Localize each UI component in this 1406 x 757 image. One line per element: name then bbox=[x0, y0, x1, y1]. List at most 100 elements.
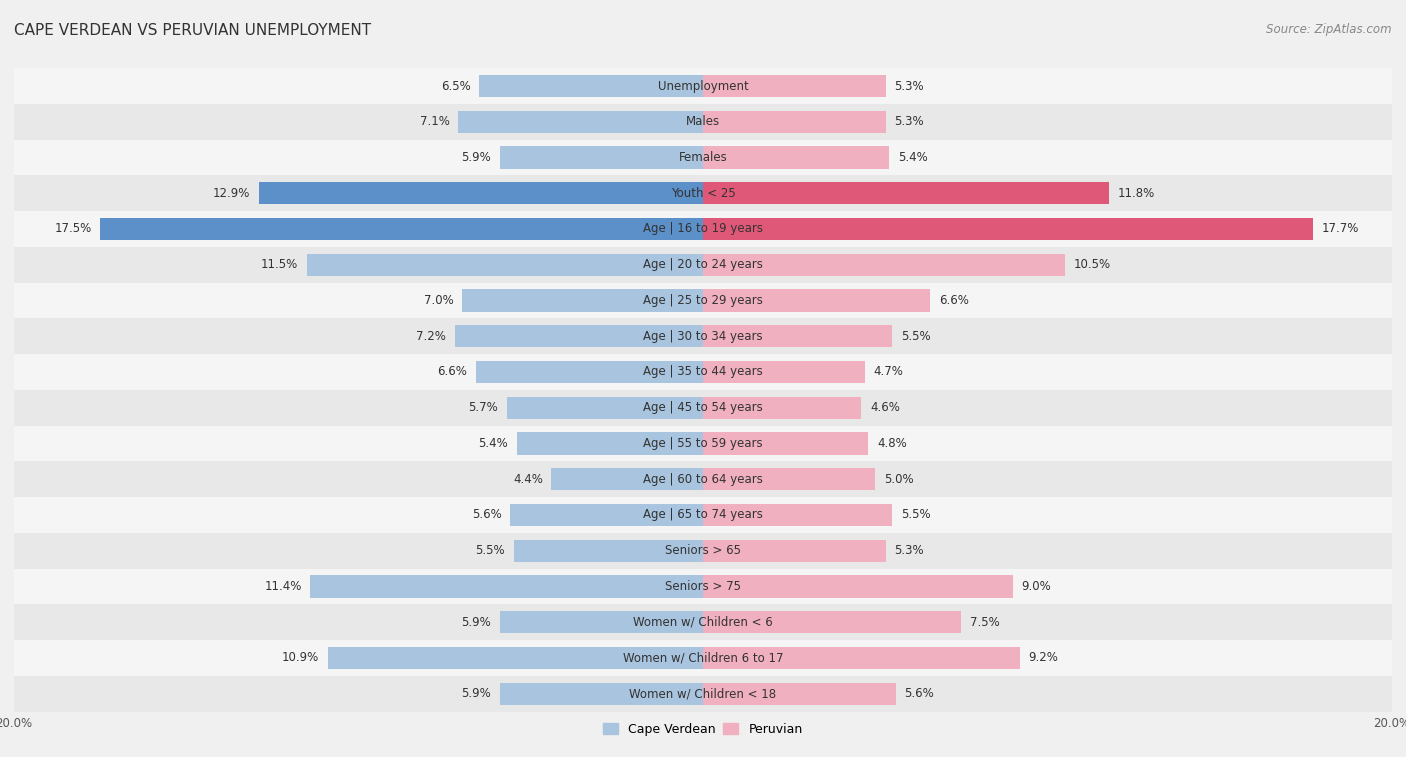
Text: 5.6%: 5.6% bbox=[472, 509, 502, 522]
Bar bbox=[475, 361, 703, 383]
Text: CAPE VERDEAN VS PERUVIAN UNEMPLOYMENT: CAPE VERDEAN VS PERUVIAN UNEMPLOYMENT bbox=[14, 23, 371, 38]
Text: Unemployment: Unemployment bbox=[658, 79, 748, 92]
Text: 5.4%: 5.4% bbox=[478, 437, 509, 450]
Bar bbox=[703, 289, 931, 312]
Bar bbox=[510, 504, 703, 526]
Bar bbox=[703, 468, 875, 491]
Bar bbox=[14, 176, 1392, 211]
Text: 6.5%: 6.5% bbox=[440, 79, 471, 92]
Text: 6.6%: 6.6% bbox=[939, 294, 969, 307]
Bar bbox=[14, 604, 1392, 640]
Bar bbox=[14, 354, 1392, 390]
Bar bbox=[703, 218, 1313, 240]
Text: 4.7%: 4.7% bbox=[873, 366, 904, 378]
Text: Women w/ Children 6 to 17: Women w/ Children 6 to 17 bbox=[623, 652, 783, 665]
Bar bbox=[703, 647, 1019, 669]
Text: 11.4%: 11.4% bbox=[264, 580, 302, 593]
Text: 11.8%: 11.8% bbox=[1118, 187, 1156, 200]
Bar bbox=[14, 139, 1392, 176]
Text: 7.5%: 7.5% bbox=[970, 615, 1000, 629]
Text: 5.6%: 5.6% bbox=[904, 687, 934, 700]
Text: 7.2%: 7.2% bbox=[416, 330, 446, 343]
Bar bbox=[14, 461, 1392, 497]
Text: Age | 25 to 29 years: Age | 25 to 29 years bbox=[643, 294, 763, 307]
Text: Women w/ Children < 6: Women w/ Children < 6 bbox=[633, 615, 773, 629]
Text: 5.3%: 5.3% bbox=[894, 544, 924, 557]
Text: Seniors > 65: Seniors > 65 bbox=[665, 544, 741, 557]
Bar bbox=[458, 111, 703, 132]
Text: Age | 30 to 34 years: Age | 30 to 34 years bbox=[643, 330, 763, 343]
Text: Age | 60 to 64 years: Age | 60 to 64 years bbox=[643, 472, 763, 486]
Bar bbox=[499, 611, 703, 634]
Bar bbox=[14, 68, 1392, 104]
Bar bbox=[14, 390, 1392, 425]
Text: 11.5%: 11.5% bbox=[262, 258, 298, 271]
Bar bbox=[14, 211, 1392, 247]
Bar bbox=[14, 425, 1392, 461]
Bar bbox=[703, 575, 1012, 597]
Bar bbox=[703, 432, 869, 454]
Bar bbox=[703, 75, 886, 97]
Bar bbox=[517, 432, 703, 454]
Text: Age | 45 to 54 years: Age | 45 to 54 years bbox=[643, 401, 763, 414]
Bar bbox=[703, 111, 886, 132]
Text: Age | 55 to 59 years: Age | 55 to 59 years bbox=[643, 437, 763, 450]
Text: 5.5%: 5.5% bbox=[475, 544, 505, 557]
Text: 5.9%: 5.9% bbox=[461, 687, 491, 700]
Text: Males: Males bbox=[686, 115, 720, 128]
Bar bbox=[14, 676, 1392, 712]
Bar bbox=[703, 182, 1109, 204]
Text: 17.5%: 17.5% bbox=[55, 223, 91, 235]
Bar bbox=[506, 397, 703, 419]
Text: Source: ZipAtlas.com: Source: ZipAtlas.com bbox=[1267, 23, 1392, 36]
Bar bbox=[703, 683, 896, 705]
Bar bbox=[703, 326, 893, 347]
Bar bbox=[456, 326, 703, 347]
Text: 5.9%: 5.9% bbox=[461, 615, 491, 629]
Text: Women w/ Children < 18: Women w/ Children < 18 bbox=[630, 687, 776, 700]
Text: 9.0%: 9.0% bbox=[1022, 580, 1052, 593]
Bar bbox=[328, 647, 703, 669]
Text: 4.8%: 4.8% bbox=[877, 437, 907, 450]
Text: 5.5%: 5.5% bbox=[901, 330, 931, 343]
Bar bbox=[259, 182, 703, 204]
Bar bbox=[14, 497, 1392, 533]
Bar bbox=[14, 104, 1392, 139]
Bar bbox=[499, 146, 703, 169]
Bar bbox=[14, 640, 1392, 676]
Bar bbox=[513, 540, 703, 562]
Bar bbox=[14, 533, 1392, 569]
Text: 5.4%: 5.4% bbox=[897, 151, 928, 164]
Bar bbox=[100, 218, 703, 240]
Text: 5.3%: 5.3% bbox=[894, 79, 924, 92]
Bar bbox=[703, 254, 1064, 276]
Bar bbox=[461, 289, 703, 312]
Text: 10.9%: 10.9% bbox=[281, 652, 319, 665]
Text: 4.6%: 4.6% bbox=[870, 401, 900, 414]
Text: 5.3%: 5.3% bbox=[894, 115, 924, 128]
Bar bbox=[703, 611, 962, 634]
Text: Youth < 25: Youth < 25 bbox=[671, 187, 735, 200]
Bar bbox=[703, 146, 889, 169]
Text: Seniors > 75: Seniors > 75 bbox=[665, 580, 741, 593]
Text: Age | 35 to 44 years: Age | 35 to 44 years bbox=[643, 366, 763, 378]
Bar bbox=[14, 282, 1392, 319]
Bar bbox=[14, 319, 1392, 354]
Bar bbox=[703, 361, 865, 383]
Bar bbox=[311, 575, 703, 597]
Bar bbox=[551, 468, 703, 491]
Bar bbox=[14, 247, 1392, 282]
Bar bbox=[499, 683, 703, 705]
Text: 7.1%: 7.1% bbox=[420, 115, 450, 128]
Text: Age | 20 to 24 years: Age | 20 to 24 years bbox=[643, 258, 763, 271]
Text: 5.9%: 5.9% bbox=[461, 151, 491, 164]
Bar bbox=[703, 540, 886, 562]
Text: 9.2%: 9.2% bbox=[1029, 652, 1059, 665]
Text: 7.0%: 7.0% bbox=[423, 294, 453, 307]
Bar bbox=[307, 254, 703, 276]
Bar bbox=[479, 75, 703, 97]
Text: 6.6%: 6.6% bbox=[437, 366, 467, 378]
Text: 5.0%: 5.0% bbox=[884, 472, 914, 486]
Bar bbox=[703, 397, 862, 419]
Text: 5.5%: 5.5% bbox=[901, 509, 931, 522]
